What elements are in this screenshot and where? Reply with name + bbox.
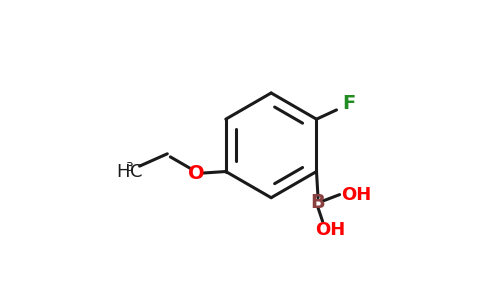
Text: OH: OH	[341, 186, 372, 204]
Text: C: C	[130, 163, 143, 181]
Text: O: O	[188, 164, 205, 183]
Text: H: H	[116, 163, 129, 181]
Text: F: F	[342, 94, 355, 113]
Text: OH: OH	[315, 221, 346, 239]
Text: 3: 3	[125, 161, 133, 174]
Text: B: B	[311, 193, 325, 212]
